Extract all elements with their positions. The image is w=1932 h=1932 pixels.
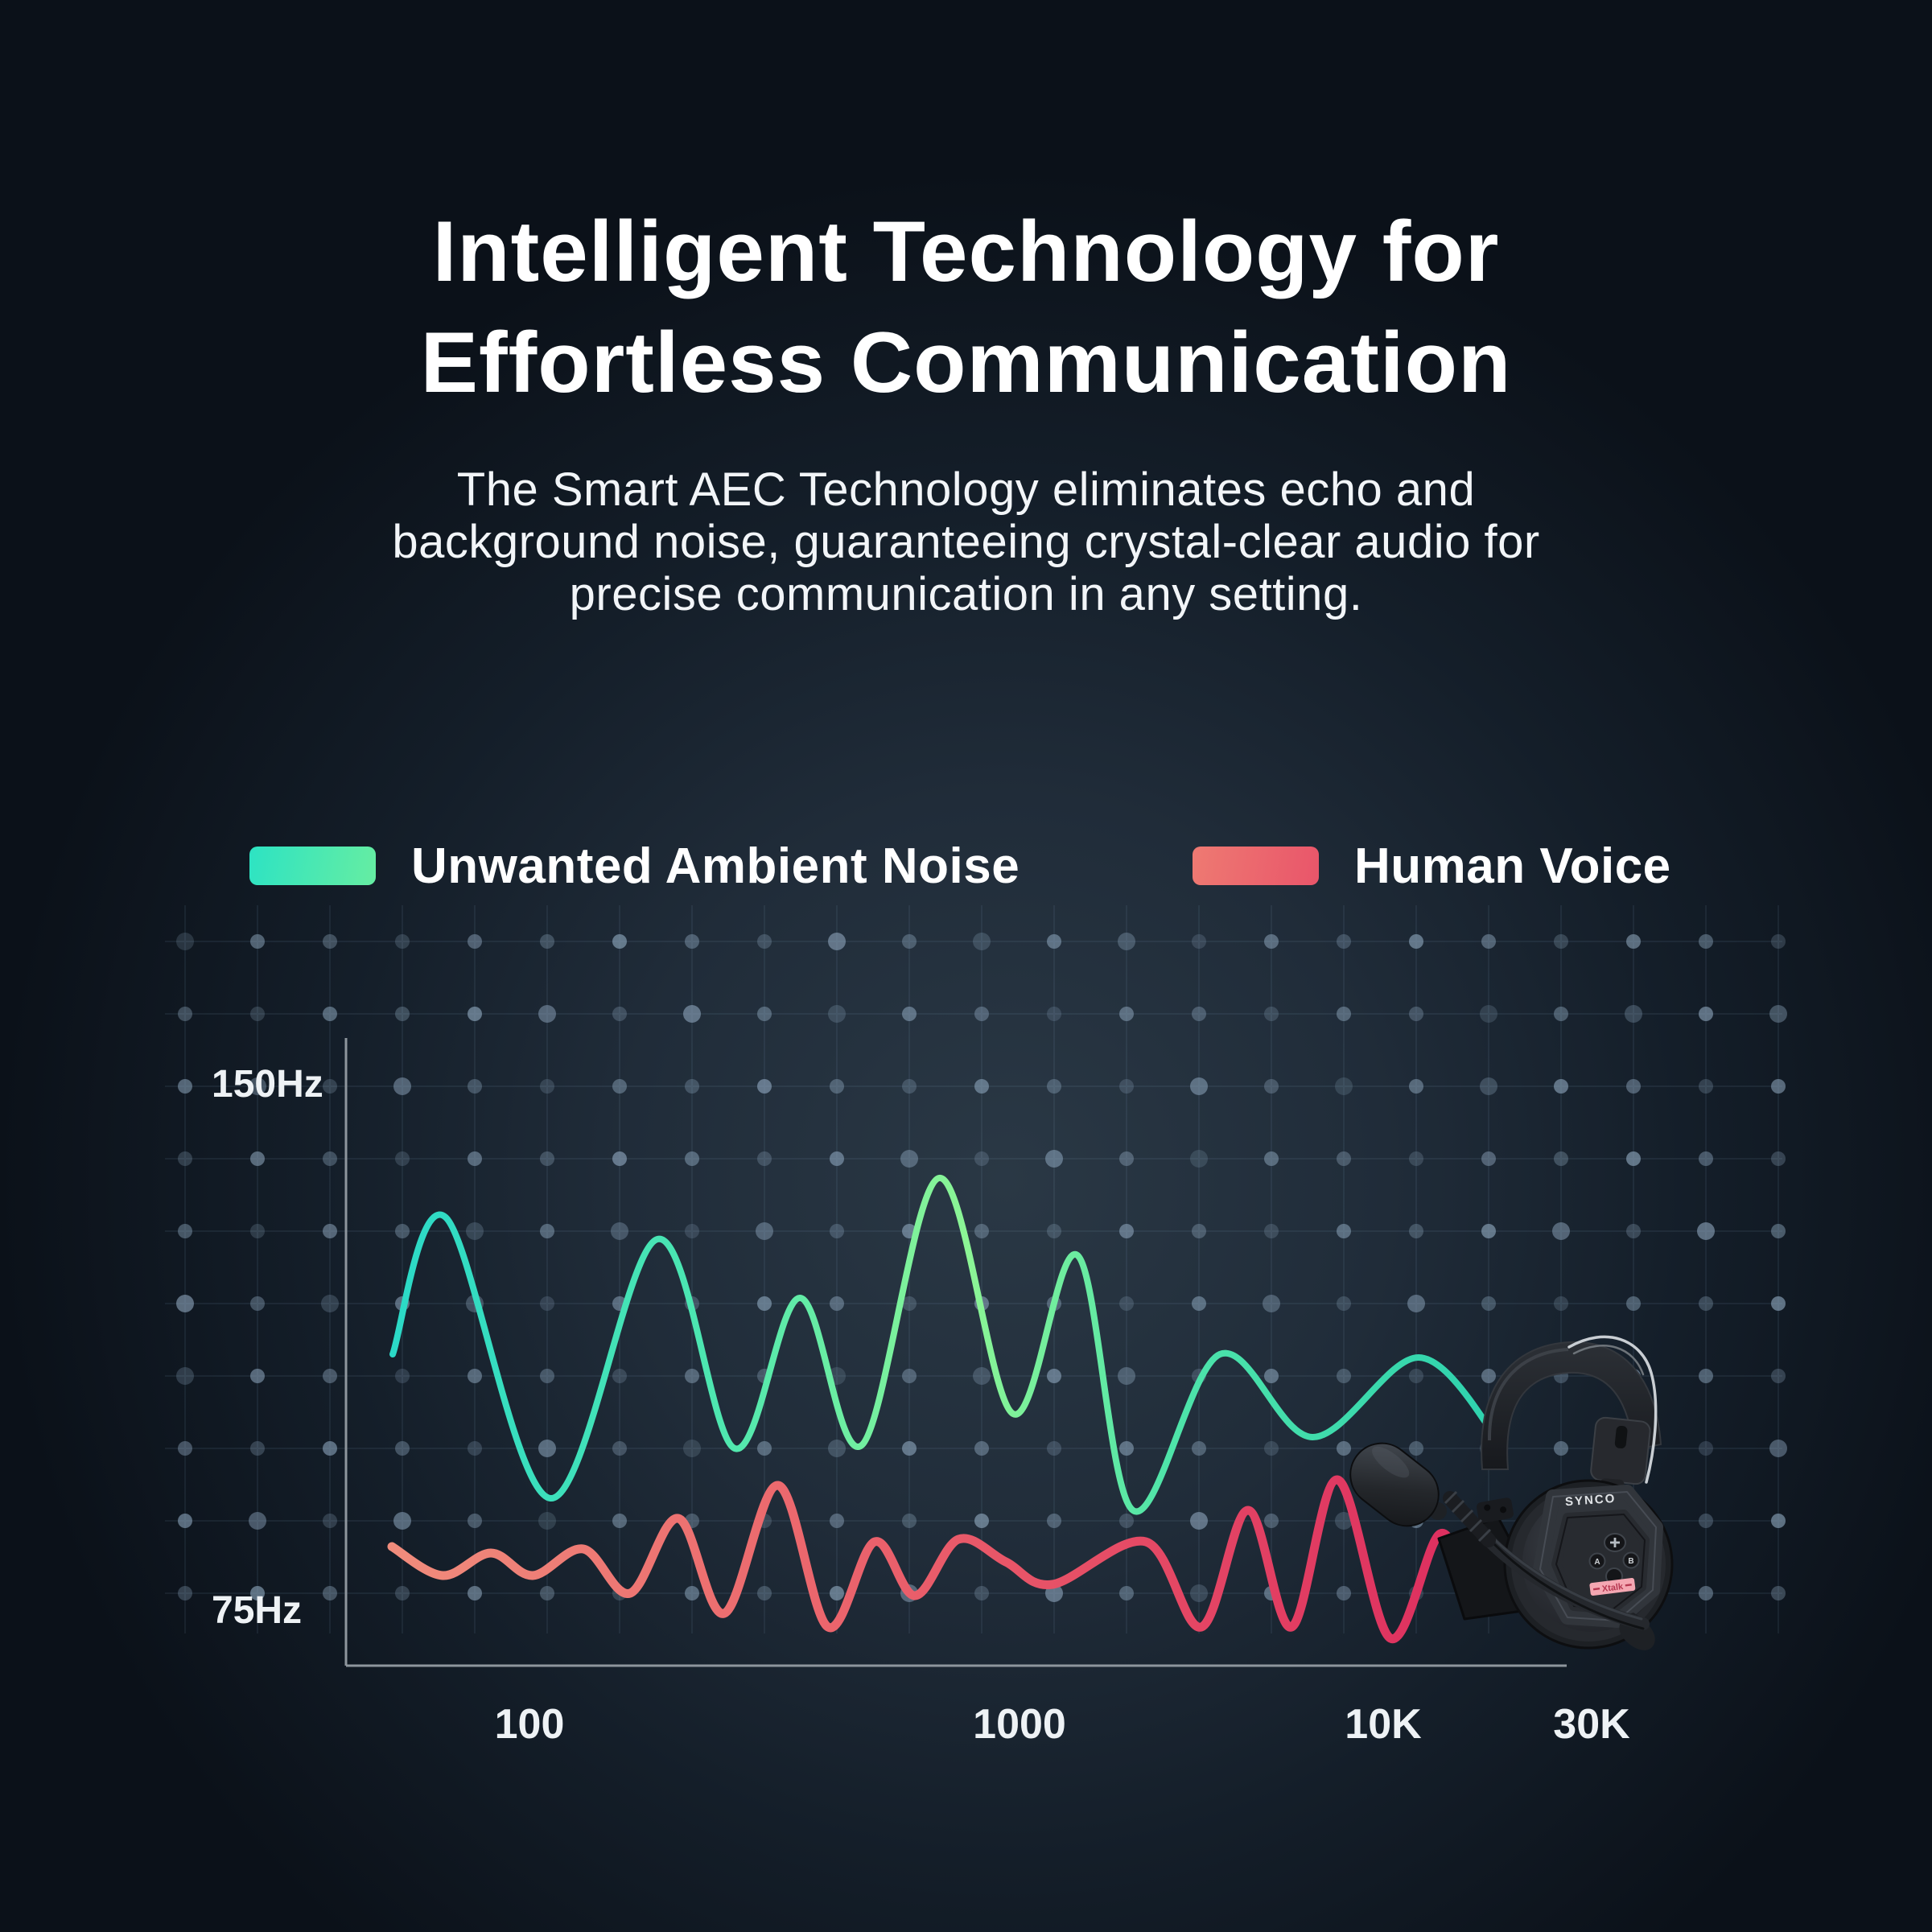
x-tick-label-0: 100: [495, 1701, 565, 1748]
plus-button-icon: [1604, 1533, 1626, 1552]
mic-boom-arm-shadow: [1493, 1543, 1645, 1630]
legend-item-ambient-noise: Unwanted Ambient Noise: [249, 838, 1020, 894]
y-tick-label-0: 150Hz: [212, 1063, 323, 1106]
headband-highlight: [1487, 1348, 1569, 1441]
x-tick-label-2: 10K: [1345, 1701, 1422, 1748]
mic-boom-coil: [1443, 1491, 1496, 1547]
subtitle-line-2: background noise, guaranteeing crystal-c…: [392, 516, 1540, 568]
page-title-line-2: Effortless Communication: [420, 314, 1512, 410]
subtitle-line-3: precise communication in any setting.: [569, 568, 1363, 620]
legend-item-human-voice: Human Voice: [1193, 838, 1671, 894]
legend-label-human-voice: Human Voice: [1354, 838, 1671, 894]
mic-boom-arm-highlight: [1492, 1537, 1643, 1621]
ambient-noise-wave: [389, 1175, 1502, 1515]
button-b-label: B: [1628, 1557, 1633, 1566]
mic-capsule: [1349, 1442, 1440, 1527]
mic-boom-coil-ribs: [1444, 1490, 1492, 1543]
button-a: A: [1588, 1552, 1606, 1570]
antenna-wire: [1567, 1335, 1658, 1484]
human-voice-swatch-icon: [1193, 847, 1319, 885]
button-a-label: A: [1594, 1558, 1600, 1567]
xtalk-badge: Xtalk: [1589, 1577, 1636, 1596]
page-title-line-1: Intelligent Technology for: [432, 203, 1500, 299]
antenna-wire-inner: [1572, 1345, 1645, 1376]
y-tick-label-1: 75Hz: [212, 1589, 302, 1632]
x-tick-label-1: 1000: [973, 1701, 1066, 1748]
subtitle-line-1: The Smart AEC Technology eliminates echo…: [456, 463, 1476, 516]
x-tick-label-3: 30K: [1553, 1701, 1630, 1748]
headband-hinge: [1477, 1497, 1514, 1523]
headset-headband: [1481, 1341, 1662, 1470]
xtalk-badge-label: Xtalk: [1601, 1582, 1624, 1594]
human-voice-wave: [387, 1475, 1476, 1643]
legend-label-ambient-noise: Unwanted Ambient Noise: [411, 838, 1020, 894]
ambient-noise-swatch-icon: [249, 847, 376, 885]
ear-cup-plate-outline: [1555, 1514, 1646, 1610]
button-b: B: [1622, 1551, 1640, 1569]
headband-yoke: [1590, 1416, 1651, 1485]
brand-text: SYNCO: [1564, 1492, 1616, 1509]
